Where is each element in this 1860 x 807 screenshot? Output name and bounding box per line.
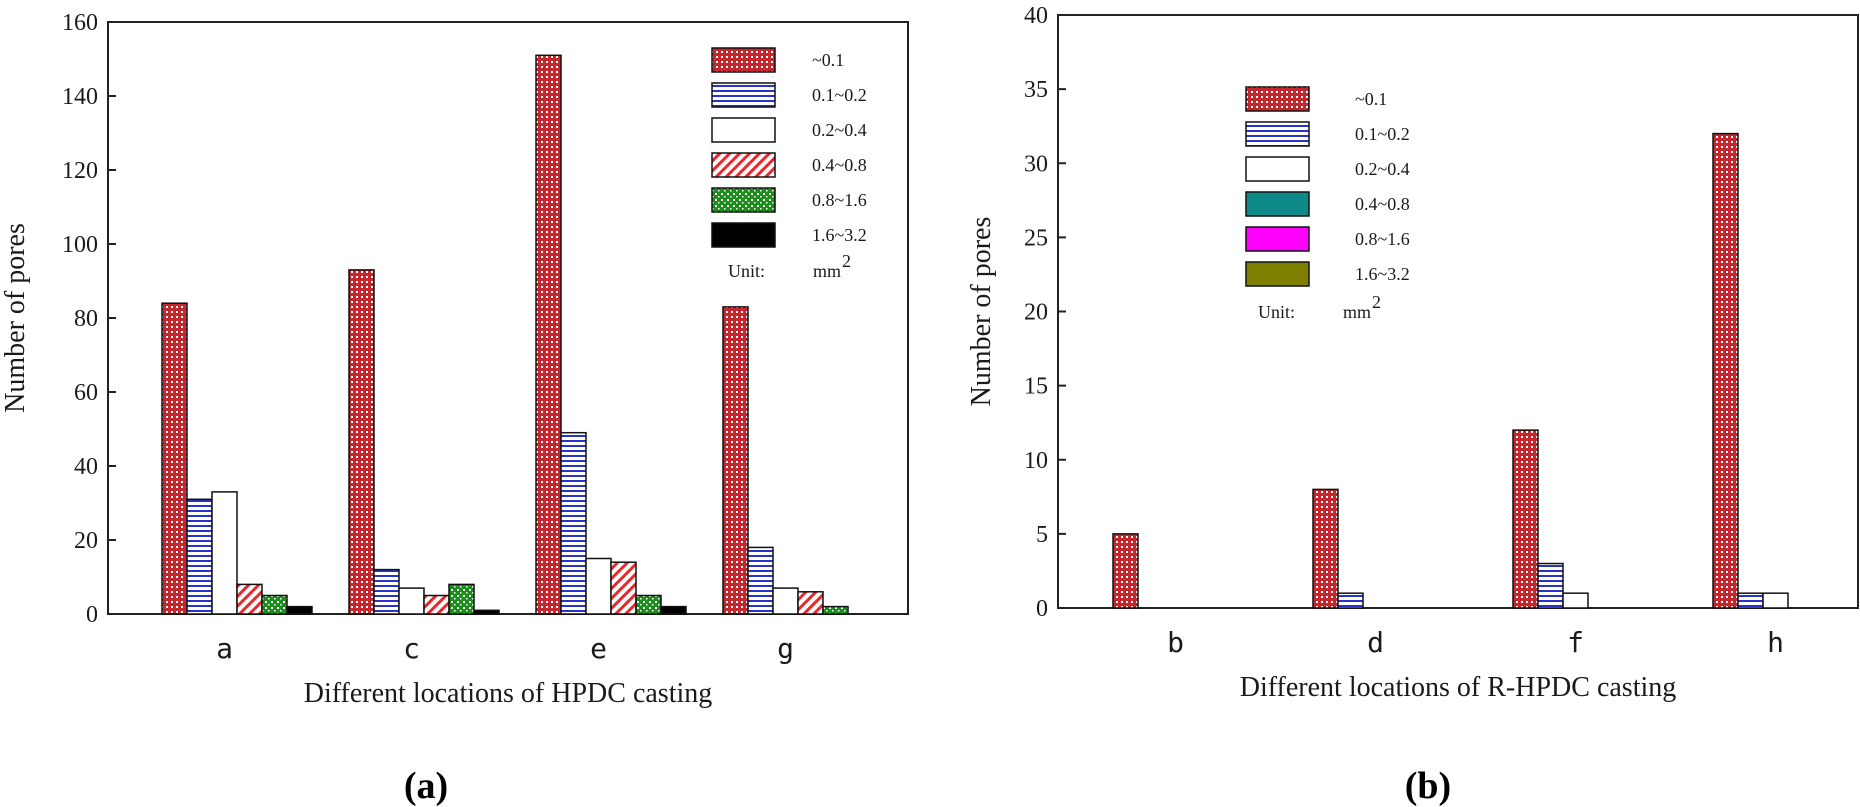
bar-a-g-0 (722, 306, 749, 615)
legend-swatch-b (1245, 191, 1310, 217)
bar-a-a-1 (186, 498, 213, 615)
x-axis-label-a: Different locations of HPDC casting (304, 678, 713, 709)
x-tick-label-a: c (403, 632, 420, 665)
panel-label-a: (a) (404, 765, 448, 807)
legend-unit-a: mm (813, 261, 841, 281)
y-tick-label-a: 100 (62, 232, 98, 258)
legend-label-a: 0.8~1.6 (812, 190, 867, 210)
legend-swatch-a (711, 187, 776, 213)
y-tick-label-a: 20 (74, 528, 98, 554)
y-tick-label-a: 40 (74, 454, 98, 480)
y-tick-label-a: 0 (86, 602, 98, 628)
legend-label-a: 1.6~3.2 (812, 225, 867, 245)
bar-b-d-0 (1312, 488, 1339, 609)
bar-a-a-3 (236, 583, 263, 615)
bar-a-g-1 (747, 546, 774, 615)
bar-a-e-3 (610, 561, 637, 615)
bar-a-a-2 (211, 491, 238, 615)
bar-a-c-5 (473, 609, 500, 615)
legend-swatch-a (711, 82, 776, 108)
legend-label-b: ~0.1 (1355, 89, 1387, 109)
x-tick-label-b: d (1367, 626, 1384, 659)
legend-swatch-b (1245, 156, 1310, 182)
y-tick-label-b: 25 (1024, 225, 1048, 251)
y-tick-label-b: 0 (1036, 596, 1048, 622)
bar-a-c-3 (423, 594, 450, 615)
y-tick-label-a: 120 (62, 158, 98, 184)
panel-label-b: (b) (1405, 765, 1451, 807)
legend-unit-exp-b: 2 (1372, 292, 1381, 312)
bar-a-a-4 (261, 594, 288, 615)
bar-a-e-1 (560, 431, 587, 615)
chart-b: 0 5 10 15 20 25 30 35 40 b d f h Different locations … (966, 3, 1859, 703)
y-tick-label-a: 140 (62, 84, 98, 110)
legend-label-a: 0.1~0.2 (812, 85, 867, 105)
legend-label-a: ~0.1 (812, 50, 844, 70)
legend-label-a: 0.4~0.8 (812, 155, 867, 175)
y-tick-label-b: 15 (1024, 374, 1048, 400)
bar-a-c-1 (373, 568, 400, 615)
bar-a-e-5 (660, 605, 687, 615)
bar-a-e-2 (585, 557, 612, 615)
legend-unit-label-a: Unit: (728, 261, 765, 281)
y-tick-label-b: 10 (1024, 448, 1048, 474)
y-tick-label-b: 40 (1024, 3, 1048, 29)
y-axis-label-a: Number of pores (0, 223, 31, 413)
legend-label-b: 0.8~1.6 (1355, 229, 1410, 249)
legend-swatch-a (711, 117, 776, 143)
legend-label-a: 0.2~0.4 (812, 120, 867, 140)
y-axis-label-b: Number of pores (966, 217, 997, 407)
bar-b-d-1 (1337, 592, 1364, 609)
legend-swatch-b (1245, 226, 1310, 252)
x-tick-label-a: g (777, 632, 794, 665)
y-tick-label-a: 60 (74, 380, 98, 406)
bar-b-h-0 (1712, 132, 1739, 609)
bar-b-h-1 (1737, 592, 1764, 609)
bar-b-b-0 (1112, 533, 1139, 609)
x-tick-label-b: b (1167, 626, 1184, 659)
bar-a-g-3 (797, 591, 824, 615)
legend-label-b: 0.4~0.8 (1355, 194, 1410, 214)
bar-a-e-0 (535, 54, 562, 615)
legend-unit-label-b: Unit: (1258, 302, 1295, 322)
legend-label-b: 0.2~0.4 (1355, 159, 1410, 179)
x-tick-label-b: f (1567, 626, 1584, 659)
bar-a-e-4 (635, 594, 662, 615)
bar-a-c-2 (398, 587, 425, 615)
y-tick-label-a: 160 (62, 10, 98, 36)
bar-a-a-0 (161, 302, 188, 615)
legend-swatch-a (711, 222, 776, 248)
legend-unit-exp-a: 2 (842, 251, 851, 271)
bar-a-c-0 (348, 269, 375, 615)
bar-b-f-2 (1562, 592, 1589, 609)
legend-label-b: 0.1~0.2 (1355, 124, 1410, 144)
y-tick-label-a: 80 (74, 306, 98, 332)
bar-a-c-4 (448, 583, 475, 615)
bar-b-h-2 (1762, 592, 1789, 609)
x-tick-label-a: e (590, 632, 607, 665)
bar-a-g-4 (822, 605, 849, 615)
y-tick-label-b: 20 (1024, 300, 1048, 326)
bar-b-f-1 (1537, 562, 1564, 609)
y-tick-label-b: 5 (1036, 522, 1048, 548)
x-axis-label-b: Different locations of R-HPDC casting (1240, 672, 1677, 703)
legend-swatch-b (1245, 121, 1310, 147)
legend-label-b: 1.6~3.2 (1355, 264, 1410, 284)
legend-swatch-b (1245, 86, 1310, 112)
bar-b-f-0 (1512, 429, 1539, 609)
y-tick-label-b: 30 (1024, 151, 1048, 177)
legend-swatch-a (711, 152, 776, 178)
legend-unit-b: mm (1343, 302, 1371, 322)
chart-a: 0 20 40 60 80 100 120 140 160 a c e g Different locat… (0, 10, 909, 709)
y-tick-label-b: 35 (1024, 77, 1048, 103)
bar-a-a-5 (286, 605, 313, 615)
legend-swatch-a (711, 47, 776, 73)
x-tick-label-a: a (216, 632, 233, 665)
x-tick-label-b: h (1767, 626, 1784, 659)
legend-swatch-b (1245, 261, 1310, 287)
bar-a-g-2 (772, 587, 799, 615)
